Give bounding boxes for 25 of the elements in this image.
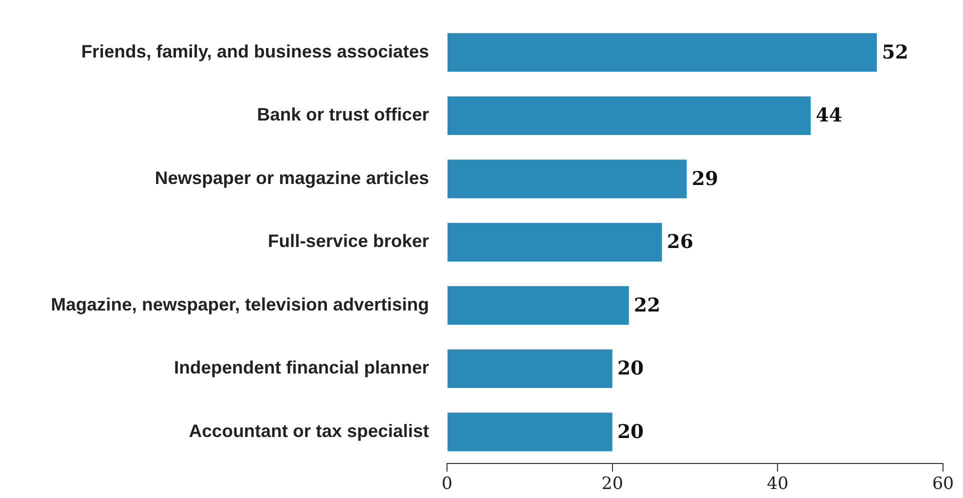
data-label: 20 — [617, 358, 644, 380]
data-label: 26 — [666, 231, 694, 254]
bar — [448, 412, 612, 452]
data-label: 44 — [816, 104, 842, 127]
data-label: 52 — [882, 41, 908, 64]
y-tick-label: Bank or trust officer — [256, 104, 429, 125]
bar — [448, 349, 612, 388]
bar — [448, 286, 629, 325]
y-tick-label: Independent financial planner — [174, 358, 429, 378]
x-tick-label: 60 — [932, 474, 954, 494]
y-tick-label: Newspaper or magazine articles — [154, 168, 429, 188]
y-tick-label: Magazine, newspaper, television advertising — [50, 294, 429, 314]
y-tick-label: Full-service broker — [268, 231, 429, 252]
bar — [448, 160, 687, 198]
bar — [448, 33, 877, 72]
x-tick-label: 0 — [442, 474, 452, 494]
y-tick-label: Friends, family, and business associates — [81, 41, 429, 62]
bar — [448, 222, 662, 262]
bar — [448, 96, 811, 135]
data-label: 22 — [634, 294, 660, 316]
x-tick-label: 20 — [602, 474, 624, 494]
data-label: 20 — [617, 420, 644, 443]
x-tick-label: 40 — [766, 474, 788, 494]
y-tick-label: Accountant or tax specialist — [188, 420, 429, 441]
data-label: 29 — [692, 168, 718, 190]
